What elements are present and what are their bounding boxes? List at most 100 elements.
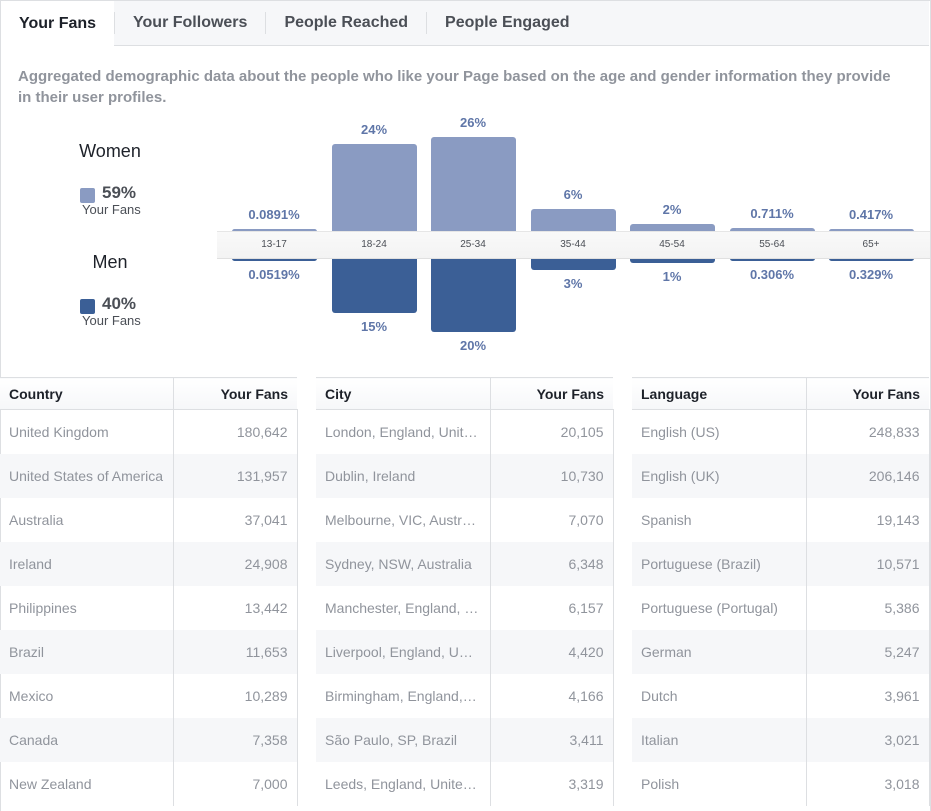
table-row: Philippines 13,442 [0, 585, 298, 630]
row-value: 20,105 [490, 409, 614, 454]
women-value-label: 26% [459, 114, 487, 130]
description: Aggregated demographic data about the pe… [18, 68, 891, 106]
row-name: Leeds, England, United Kingdom [316, 761, 491, 806]
column-header[interactable]: City [316, 377, 491, 410]
table-row: Brazil 11,653 [0, 629, 298, 674]
row-value: 13,442 [173, 585, 298, 630]
men-value-label: 20% [459, 337, 487, 353]
row-name: Italian [632, 717, 807, 762]
row-name: New Zealand [0, 761, 174, 806]
row-value: 131,957 [173, 453, 298, 498]
men-percent: 40% [102, 294, 137, 313]
table-row: Australia 37,041 [0, 497, 298, 542]
row-name: Canada [0, 717, 174, 762]
tab-your-followers[interactable]: Your Followers [114, 12, 265, 34]
men-value-label: 0.306% [749, 267, 795, 282]
row-value: 7,358 [173, 717, 298, 762]
tab-people-reached[interactable]: People Reached [265, 12, 426, 34]
table-row: Sydney, NSW, Australia 6,348 [316, 541, 614, 586]
table-row: Portuguese (Brazil) 10,571 [632, 541, 930, 586]
table-header: Language Your Fans [632, 377, 929, 410]
age-label: 45-54 [659, 239, 685, 250]
men-bar-35-44[interactable] [531, 256, 616, 270]
table-header: City Your Fans [316, 377, 613, 410]
row-value: 180,642 [173, 409, 298, 454]
row-value: 11,653 [173, 629, 298, 674]
row-name: United States of America [0, 453, 174, 498]
row-value: 7,000 [173, 761, 298, 806]
row-name: Dublin, Ireland [316, 453, 491, 498]
row-name: Spanish [632, 497, 807, 542]
table-row: London, England, United Kingdom20,105 [316, 409, 614, 454]
table-row: United Kingdom 180,642 [0, 409, 298, 454]
column-header[interactable]: Your Fans [490, 377, 613, 410]
table-row: United States of America 131,957 [0, 453, 298, 498]
women-value-label: 2% [662, 201, 682, 217]
table-row: Portuguese (Portugal) 5,386 [632, 585, 930, 630]
row-name: Liverpool, England, United Kingdom [316, 629, 491, 674]
men-value-label: 0.0519% [248, 267, 300, 282]
age-label: 25-34 [460, 239, 486, 250]
men-value-label: 3% [563, 275, 583, 291]
row-value: 10,571 [806, 541, 930, 586]
row-name: London, England, United Kingdom [316, 409, 491, 454]
row-name: Portuguese (Brazil) [632, 541, 807, 586]
women-value-label: 0.711% [750, 206, 794, 222]
row-value: 37,041 [173, 497, 298, 542]
column-header[interactable]: Your Fans [806, 377, 929, 410]
tab-people-engaged[interactable]: People Engaged [426, 12, 587, 34]
tab-your-fans[interactable]: Your Fans [1, 0, 115, 46]
women-sub: Your Fans [82, 202, 141, 217]
women-bar-18-24[interactable] [332, 143, 417, 234]
women-value-label: 0.0891% [248, 207, 300, 222]
women-value-label: 24% [360, 121, 388, 137]
age-label: 18-24 [361, 239, 387, 250]
table-row: Mexico 10,289 [0, 673, 298, 718]
row-value: 6,348 [490, 541, 614, 586]
table-language: Language Your Fans English (US) 248,833 Engl… [632, 377, 930, 806]
women-value-label: 6% [563, 187, 583, 203]
row-value: 24,908 [173, 541, 298, 586]
row-value: 10,289 [173, 673, 298, 718]
men-bar-18-24[interactable] [332, 256, 417, 314]
table-row: Canada 7,358 [0, 717, 298, 762]
table-row: São Paulo, SP, Brazil 3,411 [316, 717, 614, 762]
men-value-label: 15% [360, 319, 388, 335]
age-label: 35-44 [560, 239, 586, 250]
men-sub: Your Fans [82, 313, 141, 328]
row-value: 3,018 [806, 761, 930, 806]
table-row: German 5,247 [632, 629, 930, 674]
table-row: Polish 3,018 [632, 761, 930, 806]
women-percent: 59% [102, 183, 137, 202]
column-header[interactable]: Your Fans [173, 377, 297, 410]
row-name: Dutch [632, 673, 807, 718]
table-row: Leeds, England, United Kingdom3,319 [316, 761, 614, 806]
row-name: Birmingham, England, United Kingdom [316, 673, 491, 718]
row-name: Philippines [0, 585, 174, 630]
table-row: Birmingham, England, United Kingdom4,166 [316, 673, 614, 718]
row-value: 206,146 [806, 453, 930, 498]
row-value: 10,730 [490, 453, 614, 498]
women-bar-35-44[interactable] [531, 209, 616, 234]
table-row: Spanish 19,143 [632, 497, 930, 542]
column-header[interactable]: Language [632, 377, 807, 410]
row-name: Polish [632, 761, 807, 806]
table-row: Italian 3,021 [632, 717, 930, 762]
column-header[interactable]: Country [0, 377, 174, 410]
men-bar-45-54[interactable] [630, 256, 715, 263]
row-name: São Paulo, SP, Brazil [316, 717, 491, 762]
women-bar-45-54[interactable] [630, 223, 715, 234]
men-bar-25-34[interactable] [431, 256, 516, 332]
table-row: New Zealand 7,000 [0, 761, 298, 806]
row-name: English (US) [632, 409, 807, 454]
table-row: Dutch 3,961 [632, 673, 930, 718]
women-bar-25-34[interactable] [431, 136, 516, 234]
table-row: Melbourne, VIC, Australia 7,070 [316, 497, 614, 542]
row-value: 4,420 [490, 629, 614, 674]
row-value: 3,961 [806, 673, 930, 718]
row-name: Ireland [0, 541, 174, 586]
row-name: Australia [0, 497, 174, 542]
row-value: 3,411 [490, 717, 614, 762]
row-value: 6,157 [490, 585, 614, 630]
